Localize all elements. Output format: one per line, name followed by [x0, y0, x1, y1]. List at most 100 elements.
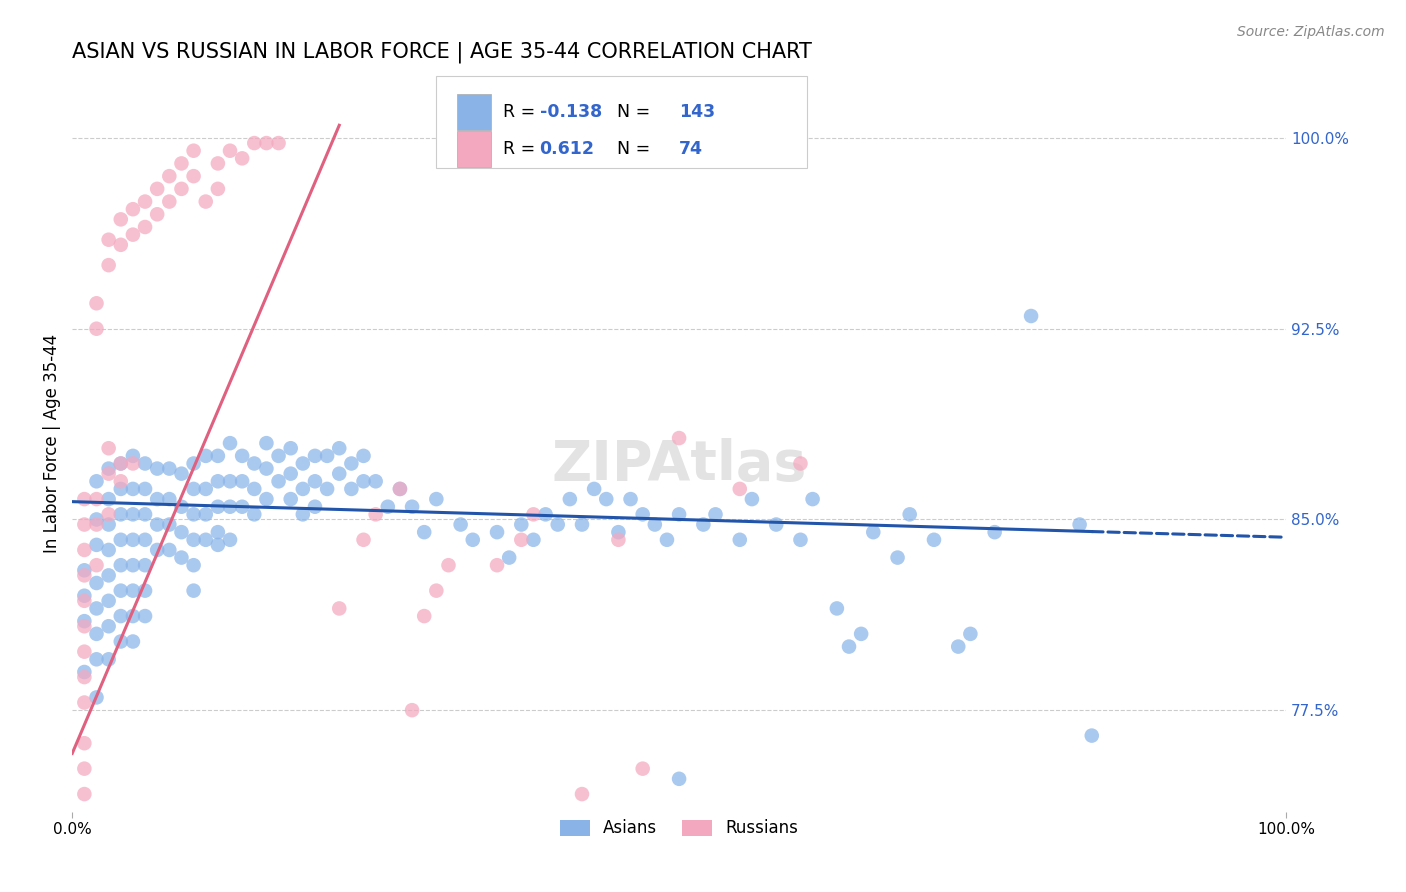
Point [157, 461, 180, 475]
Point [122, 583, 145, 598]
Point [280, 442, 302, 456]
Point [97, 517, 120, 532]
Point [183, 558, 205, 573]
Point [364, 508, 387, 522]
Point [86, 322, 108, 336]
Point [254, 492, 277, 507]
Point [1019, 309, 1042, 323]
Point [86, 558, 108, 573]
Point [183, 583, 205, 598]
Text: Source: ZipAtlas.com: Source: ZipAtlas.com [1237, 25, 1385, 39]
Point [73, 762, 96, 776]
Point [170, 467, 193, 481]
Text: R =: R = [503, 103, 541, 120]
Point [219, 533, 242, 547]
Point [741, 492, 763, 507]
Point [110, 457, 132, 471]
Point [254, 461, 277, 475]
Point [207, 449, 229, 463]
Point [122, 202, 145, 217]
Point [534, 508, 557, 522]
Point [388, 482, 411, 496]
Point [134, 508, 156, 522]
Point [86, 475, 108, 489]
Point [73, 568, 96, 582]
Point [97, 233, 120, 247]
Point [267, 449, 290, 463]
Point [304, 449, 326, 463]
Point [413, 525, 436, 540]
FancyBboxPatch shape [457, 131, 491, 167]
Point [73, 619, 96, 633]
Point [110, 457, 132, 471]
Point [849, 627, 872, 641]
Point [86, 512, 108, 526]
Point [122, 457, 145, 471]
Text: ZIPAtlas: ZIPAtlas [551, 438, 807, 492]
Point [328, 467, 350, 481]
Point [134, 457, 156, 471]
Point [243, 136, 266, 150]
Point [97, 652, 120, 666]
Point [86, 690, 108, 705]
Point [157, 194, 180, 209]
Point [170, 500, 193, 514]
Point [583, 482, 606, 496]
Point [97, 568, 120, 582]
Point [134, 609, 156, 624]
Point [304, 475, 326, 489]
Point [110, 237, 132, 252]
Point [183, 533, 205, 547]
Point [73, 696, 96, 710]
Point [97, 258, 120, 272]
Point [413, 609, 436, 624]
Point [170, 550, 193, 565]
Point [134, 482, 156, 496]
Point [291, 482, 314, 496]
Point [146, 543, 169, 558]
Point [110, 583, 132, 598]
Point [728, 482, 751, 496]
Point [207, 500, 229, 514]
Point [425, 492, 447, 507]
Point [194, 482, 217, 496]
Point [328, 442, 350, 456]
Point [401, 703, 423, 717]
Point [97, 594, 120, 608]
Point [668, 431, 690, 445]
Point [146, 461, 169, 475]
Point [86, 652, 108, 666]
Point [73, 589, 96, 603]
Point [146, 207, 169, 221]
Point [86, 517, 108, 532]
Point [461, 830, 484, 845]
Point [450, 517, 472, 532]
Point [231, 500, 253, 514]
Point [1081, 729, 1104, 743]
Point [728, 533, 751, 547]
Point [388, 482, 411, 496]
Text: R =: R = [503, 140, 541, 158]
Point [340, 457, 363, 471]
Point [134, 533, 156, 547]
Point [146, 492, 169, 507]
Point [73, 492, 96, 507]
Point [619, 492, 641, 507]
Point [231, 152, 253, 166]
Point [340, 482, 363, 496]
Point [668, 508, 690, 522]
Point [122, 609, 145, 624]
Point [316, 482, 339, 496]
Point [254, 136, 277, 150]
Point [157, 169, 180, 183]
Point [983, 525, 1005, 540]
Point [571, 787, 593, 801]
Point [157, 492, 180, 507]
Point [243, 508, 266, 522]
Point [97, 442, 120, 456]
Point [183, 482, 205, 496]
Point [122, 558, 145, 573]
Point [267, 475, 290, 489]
Point [110, 533, 132, 547]
Point [170, 156, 193, 170]
